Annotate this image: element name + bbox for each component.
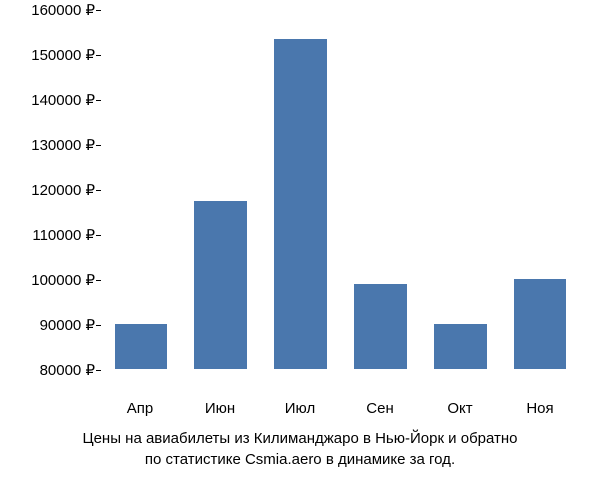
x-tick-label: Ноя — [526, 400, 553, 417]
bar — [274, 39, 327, 369]
y-tick-label: 130000 ₽ — [31, 136, 95, 154]
chart-caption: Цены на авиабилеты из Килиманджаро в Нью… — [0, 420, 600, 470]
y-tick-label: 140000 ₽ — [31, 91, 95, 109]
x-tick-label: Июл — [285, 400, 315, 417]
caption-line2: по статистике Csmia.aero в динамике за г… — [145, 451, 455, 468]
y-tick-label: 160000 ₽ — [31, 1, 95, 19]
x-tick-label: Июн — [205, 400, 235, 417]
bars-area — [100, 10, 580, 370]
y-tick-label: 80000 ₽ — [40, 361, 95, 379]
bar — [194, 201, 247, 369]
y-tick-label: 110000 ₽ — [32, 226, 95, 244]
y-tick-label: 90000 ₽ — [40, 316, 95, 334]
bar — [354, 284, 407, 369]
y-tick-label: 120000 ₽ — [31, 181, 95, 199]
bar — [434, 324, 487, 369]
x-tick-label: Окт — [447, 400, 472, 417]
y-tick-label: 150000 ₽ — [31, 46, 95, 64]
x-tick-label: Сен — [366, 400, 393, 417]
chart-container: 80000 ₽ 90000 ₽ 100000 ₽ 110000 ₽ 120000 ₽ 13… — [0, 0, 600, 420]
bar — [514, 279, 567, 369]
y-tick-label: 100000 ₽ — [31, 271, 95, 289]
x-tick-label: Апр — [127, 400, 153, 417]
plot-area: 80000 ₽90000 ₽100000 ₽110000 ₽120000 ₽13… — [100, 10, 580, 370]
bar — [115, 324, 168, 369]
caption-line1: Цены на авиабилеты из Килиманджаро в Нью… — [82, 430, 517, 447]
y-axis: 80000 ₽90000 ₽100000 ₽110000 ₽120000 ₽13… — [10, 10, 95, 370]
